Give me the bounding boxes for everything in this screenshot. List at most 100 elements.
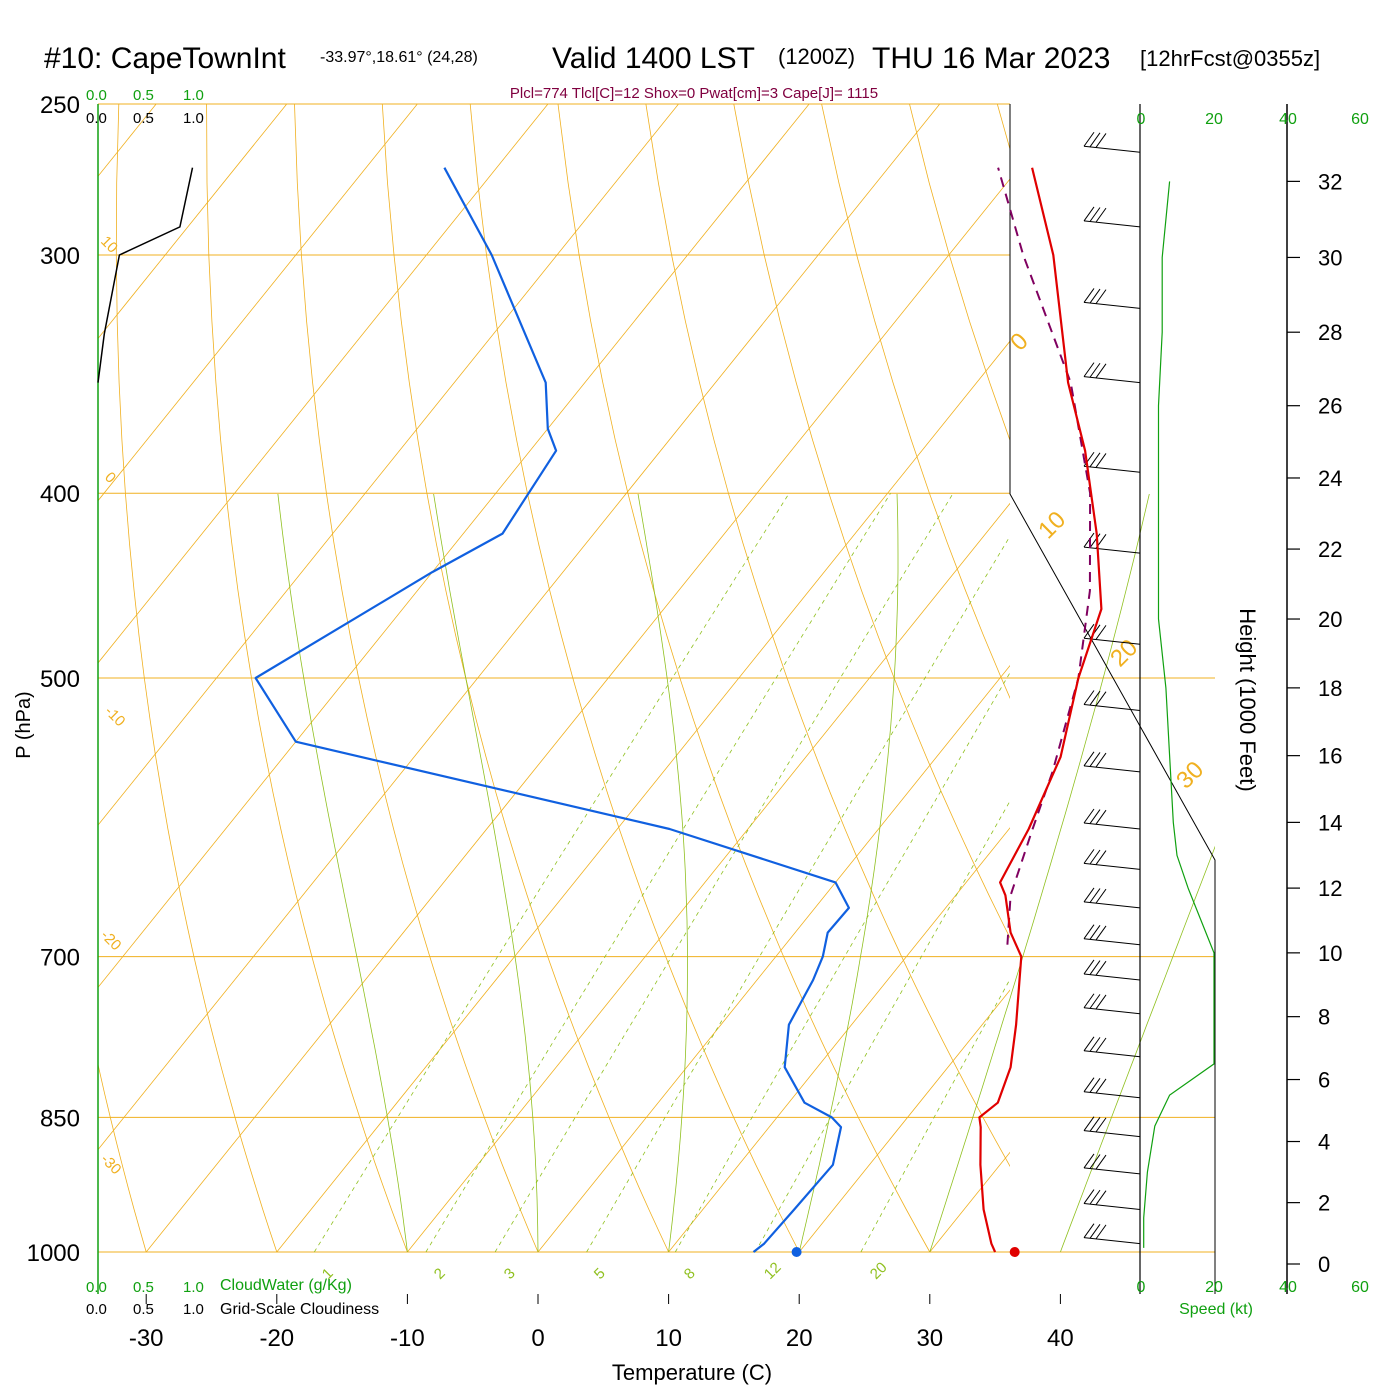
dry-adiabat	[0, 104, 16, 1252]
wind-barb-feather	[1095, 133, 1107, 148]
wind-barb-feather	[1095, 289, 1107, 304]
dry-adiabat-label: -20	[97, 927, 124, 954]
dry-adiabat-label: -10	[101, 703, 128, 730]
dry-adiabat-label: -30	[97, 1151, 124, 1178]
surface-dewpoint-dot	[791, 1247, 802, 1257]
wind-top-tick-60: 60	[1351, 111, 1369, 128]
moist-adiabat	[929, 494, 1150, 1253]
moist-adiabat	[637, 494, 688, 1253]
wind-barb-feather	[1083, 623, 1095, 639]
wind-barb-feather	[1089, 849, 1101, 865]
moist-adiabat	[277, 494, 408, 1253]
wind-barb-feather	[1083, 751, 1095, 767]
cloud-bottom-black-0: 0.0	[86, 1301, 107, 1318]
wind-barb-feather	[1095, 960, 1107, 976]
dry-adiabats	[0, 104, 1400, 1253]
parcel-trace	[997, 167, 1092, 945]
cloudwater-label: CloudWater (g/Kg)	[220, 1277, 352, 1294]
wind-barb-feather	[1089, 888, 1101, 903]
wind-barb-shaft	[1083, 1167, 1141, 1175]
wind-barb-feather	[1089, 1037, 1101, 1052]
mixing-ratio-line	[425, 492, 891, 1253]
wind-barb-feather	[1095, 925, 1107, 941]
wind-speed-label: Speed (kt)	[1179, 1301, 1253, 1318]
wind-barb-feather	[1083, 1153, 1095, 1169]
mixing-ratio-line	[586, 535, 1010, 1253]
pressure-label-250: 250	[40, 92, 80, 119]
height-label-32: 32	[1318, 169, 1342, 194]
wind-barb-feather	[1095, 207, 1107, 223]
dry-adiabat	[1349, 104, 1400, 1252]
wind-barb-feather	[1089, 288, 1101, 304]
height-label-8: 8	[1318, 1005, 1330, 1030]
cloudiness-profile	[97, 167, 194, 383]
moist-adiabat	[433, 494, 539, 1253]
dry-adiabat-label: 10	[97, 233, 121, 257]
height-label-16: 16	[1318, 744, 1342, 769]
cloud-top-scale: 0.0 0.5 1.0 0.0 0.5 1.0	[86, 87, 204, 127]
wind-barb-feather	[1089, 1189, 1101, 1205]
wind-barb-feather	[1083, 1116, 1095, 1131]
dry-adiabat	[469, 104, 800, 1253]
wind-bottom-tick-0: 0	[1137, 1279, 1146, 1296]
isotherm	[276, 340, 1010, 1253]
wind-barb-feather	[1095, 850, 1107, 865]
wind-speed-top-scale: 0 20 40 60	[1137, 111, 1369, 128]
wind-barb-shaft	[1083, 1237, 1141, 1245]
wind-barb-shaft	[1083, 145, 1141, 153]
wind-barb-shaft	[1083, 465, 1141, 473]
wind-barb-shaft	[1083, 1091, 1141, 1099]
dry-adiabat	[557, 104, 931, 1253]
wind-top-tick-40: 40	[1279, 111, 1297, 128]
height-label-22: 22	[1318, 537, 1342, 562]
wind-speed-bottom-scale: 0 20 40 60 Speed (kt)	[1137, 1279, 1369, 1318]
wind-bottom-tick-60: 60	[1351, 1279, 1369, 1296]
mixing-ratio-label: 5	[591, 1265, 609, 1283]
temperature-label-10: 10	[655, 1325, 682, 1352]
wind-barb-feather	[1083, 532, 1095, 548]
cloud-bottom-green-0: 0.0	[86, 1279, 107, 1296]
wind-barb-feather	[1095, 1154, 1107, 1170]
valid-date: THU 16 Mar 2023	[872, 42, 1110, 75]
mixing-ratio-lines	[313, 492, 1010, 1253]
dewpoint-line	[254, 167, 850, 1253]
wind-barb-feather	[1095, 691, 1107, 706]
wind-barb-feather	[1083, 1189, 1095, 1204]
cloud-bottom-green-1: 0.5	[133, 1279, 154, 1296]
wind-barb-feather	[1095, 752, 1107, 768]
pressure-label-400: 400	[40, 481, 80, 508]
mixing-ratio-line	[860, 978, 1010, 1253]
cloud-bottom-green-2: 1.0	[183, 1279, 204, 1296]
temperature-label-30: 30	[916, 1325, 943, 1352]
wind-barb-feather	[1095, 1037, 1107, 1053]
cloud-bottom-black-1: 0.5	[133, 1301, 154, 1318]
moist-adiabat-label: 10	[1033, 506, 1071, 544]
wind-barb-feather	[1095, 1078, 1107, 1094]
isotherm	[98, 104, 418, 502]
wind-barb-feather	[1089, 925, 1101, 940]
height-label-4: 4	[1318, 1130, 1330, 1155]
isotherm	[537, 665, 1010, 1253]
dry-adiabat	[206, 104, 408, 1253]
cloud-top-black-1: 0.5	[133, 110, 154, 127]
moist-adiabat	[1060, 845, 1215, 1253]
wind-top-tick-20: 20	[1205, 111, 1223, 128]
wind-barb-shaft	[1083, 862, 1141, 870]
height-label-28: 28	[1318, 320, 1342, 345]
wind-barb-feather	[1095, 994, 1107, 1010]
height-label-2: 2	[1318, 1191, 1330, 1216]
wind-barb-feather	[1089, 207, 1101, 222]
wind-barb-feather	[1089, 1154, 1101, 1169]
surface-markers	[791, 1247, 1020, 1257]
wind-barb-feather	[1083, 959, 1095, 975]
wind-barb-feather	[1095, 1117, 1107, 1133]
height-axis-title: Height (1000 Feet)	[1235, 608, 1260, 791]
pressure-label-850: 850	[40, 1105, 80, 1132]
wind-barb-feather	[1083, 849, 1095, 864]
cloud-top-green-2: 1.0	[183, 87, 204, 104]
wind-barb-feather	[1095, 625, 1107, 640]
dry-adiabat	[821, 104, 1010, 699]
dry-adiabat	[645, 104, 1010, 1167]
